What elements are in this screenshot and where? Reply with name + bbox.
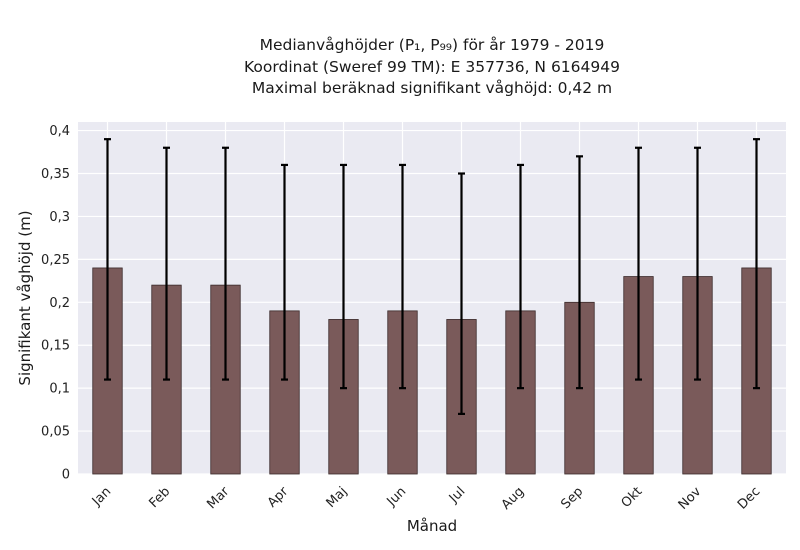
chart-title-line-3: Maximal beräknad signifikant våghöjd: 0,… — [251, 79, 613, 97]
x-tick-label: Jan — [89, 484, 114, 509]
error-bar-jun — [399, 163, 406, 390]
y-tick-labels: 0 0,05 0,1 0,15 0,2 0,25 0,3 0,35 0,4 — [41, 124, 70, 482]
error-bar-feb — [163, 146, 170, 381]
chart-title-line-1: Medianvåghöjder (P₁, P₉₉) för år 1979 - … — [259, 36, 605, 54]
error-bar-okt — [635, 146, 642, 381]
chart-title-line-2: Koordinat (Sweref 99 TM): E 357736, N 61… — [244, 58, 620, 76]
error-bar-mar — [222, 146, 229, 381]
error-bar-aug — [517, 163, 524, 390]
x-tick-label: Jun — [384, 484, 410, 510]
y-tick-label: 0,2 — [49, 296, 70, 311]
y-tick-label: 0 — [62, 468, 70, 483]
y-gridlines — [78, 129, 786, 475]
y-tick-label: 0,1 — [49, 382, 70, 397]
x-tick-labels: Jan Feb Mar Apr Maj Jun Jul Aug Sep Okt Nov Dec — [89, 484, 763, 513]
y-tick-label: 0,15 — [41, 339, 70, 354]
x-tick-label: Feb — [146, 484, 173, 511]
error-bars — [104, 138, 760, 416]
x-tick-label: Jul — [446, 484, 468, 506]
error-bar-jan — [104, 138, 111, 381]
x-tick-label: Sep — [558, 484, 586, 512]
error-bar-dec — [753, 138, 760, 390]
error-bar-jul — [458, 172, 465, 416]
error-bar-maj — [340, 163, 347, 390]
x-tick-label: Nov — [676, 484, 705, 513]
bars — [92, 267, 772, 475]
x-tick-label: Mar — [204, 484, 232, 512]
x-tick-label: Apr — [265, 484, 292, 511]
y-tick-label: 0,3 — [49, 210, 70, 225]
error-bar-apr — [281, 163, 288, 381]
x-tick-label: Dec — [735, 484, 763, 512]
x-tick-label: Okt — [619, 484, 646, 511]
y-tick-label: 0,05 — [41, 425, 70, 440]
x-tick-label: Aug — [499, 484, 528, 513]
y-tick-label: 0,35 — [41, 167, 70, 182]
error-bar-nov — [694, 146, 701, 381]
x-axis-label: Månad — [407, 517, 457, 535]
error-bar-sep — [576, 155, 583, 390]
plot-area — [78, 122, 786, 474]
y-axis-label: Signifikant våghöjd (m) — [16, 210, 34, 385]
y-tick-label: 0,4 — [49, 124, 70, 139]
y-tick-label: 0,25 — [41, 253, 70, 268]
x-tick-label: Maj — [324, 484, 351, 511]
